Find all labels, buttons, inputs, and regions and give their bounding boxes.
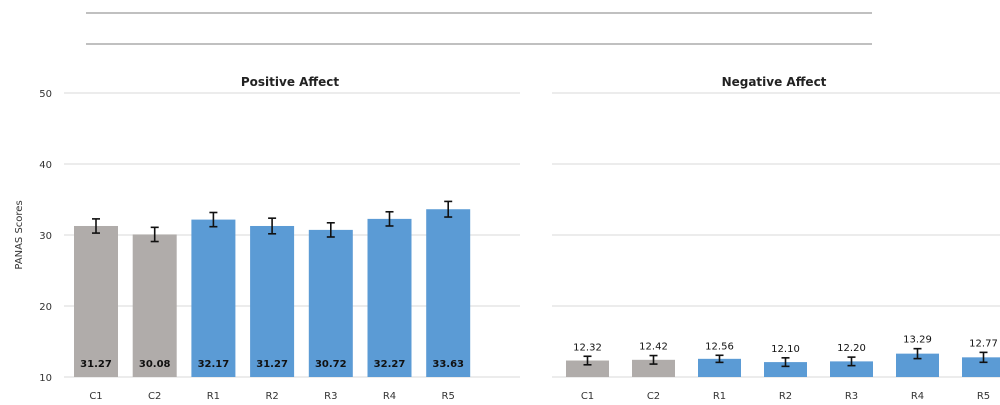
category-label: R5 bbox=[442, 391, 455, 402]
category-label: R1 bbox=[207, 391, 220, 402]
bar-c1 bbox=[74, 225, 118, 377]
bar-r4 bbox=[896, 353, 939, 377]
category-label: C1 bbox=[89, 391, 102, 402]
data-label: 12.56 bbox=[705, 341, 734, 352]
bar-r5 bbox=[962, 357, 1000, 377]
data-label: 31.27 bbox=[256, 359, 288, 370]
panel-title: Positive Affect bbox=[241, 75, 340, 89]
category-label: R1 bbox=[713, 391, 726, 402]
bar-r5 bbox=[426, 209, 471, 377]
category-label: C1 bbox=[581, 391, 594, 402]
data-label: 31.27 bbox=[80, 359, 112, 370]
category-label: R3 bbox=[845, 391, 858, 402]
category-label: C2 bbox=[647, 391, 660, 402]
category-label: R4 bbox=[383, 391, 396, 402]
data-label: 12.10 bbox=[771, 344, 800, 355]
panel-title: Negative Affect bbox=[722, 75, 827, 89]
data-label: 13.29 bbox=[903, 335, 932, 346]
category-label: R2 bbox=[779, 391, 792, 402]
category-label: C2 bbox=[148, 391, 161, 402]
category-label: R2 bbox=[265, 391, 278, 402]
category-label: R3 bbox=[324, 391, 337, 402]
data-label: 33.63 bbox=[432, 359, 464, 370]
data-label: 30.08 bbox=[139, 359, 171, 370]
y-tick-label: 30 bbox=[39, 231, 52, 242]
bar-c1 bbox=[566, 360, 609, 377]
category-label: R5 bbox=[977, 391, 990, 402]
y-tick-label: 40 bbox=[39, 160, 52, 171]
y-axis-title: PANAS Scores bbox=[14, 200, 25, 269]
data-label: 32.27 bbox=[374, 359, 406, 370]
bar-c2 bbox=[632, 359, 675, 377]
y-tick-label: 10 bbox=[39, 373, 52, 384]
bar-r2 bbox=[250, 225, 295, 377]
y-tick-label: 20 bbox=[39, 302, 52, 313]
data-label: 12.32 bbox=[573, 342, 602, 353]
category-label: R4 bbox=[911, 391, 924, 402]
y-tick-label: 50 bbox=[39, 89, 52, 100]
bar-r1 bbox=[191, 219, 236, 377]
data-label: 12.20 bbox=[837, 343, 866, 354]
bar-c2 bbox=[132, 234, 177, 377]
bar-r3 bbox=[308, 229, 353, 377]
bar-r4 bbox=[367, 218, 412, 377]
data-label: 32.17 bbox=[198, 359, 230, 370]
positive-affect-panel: 50 40 30 20 10 Positive Affect PANAS Scores 31.… bbox=[14, 75, 520, 402]
bar-r3 bbox=[830, 361, 873, 377]
bar-r1 bbox=[698, 358, 741, 377]
data-label: 12.42 bbox=[639, 342, 668, 353]
negative-affect-panel: Negative Affect 12.32 C1 12.42 C2 12.56 R1 12.1… bbox=[552, 75, 1000, 402]
data-label: 12.77 bbox=[969, 338, 998, 349]
data-label: 30.72 bbox=[315, 359, 347, 370]
bar-r2 bbox=[764, 362, 807, 377]
